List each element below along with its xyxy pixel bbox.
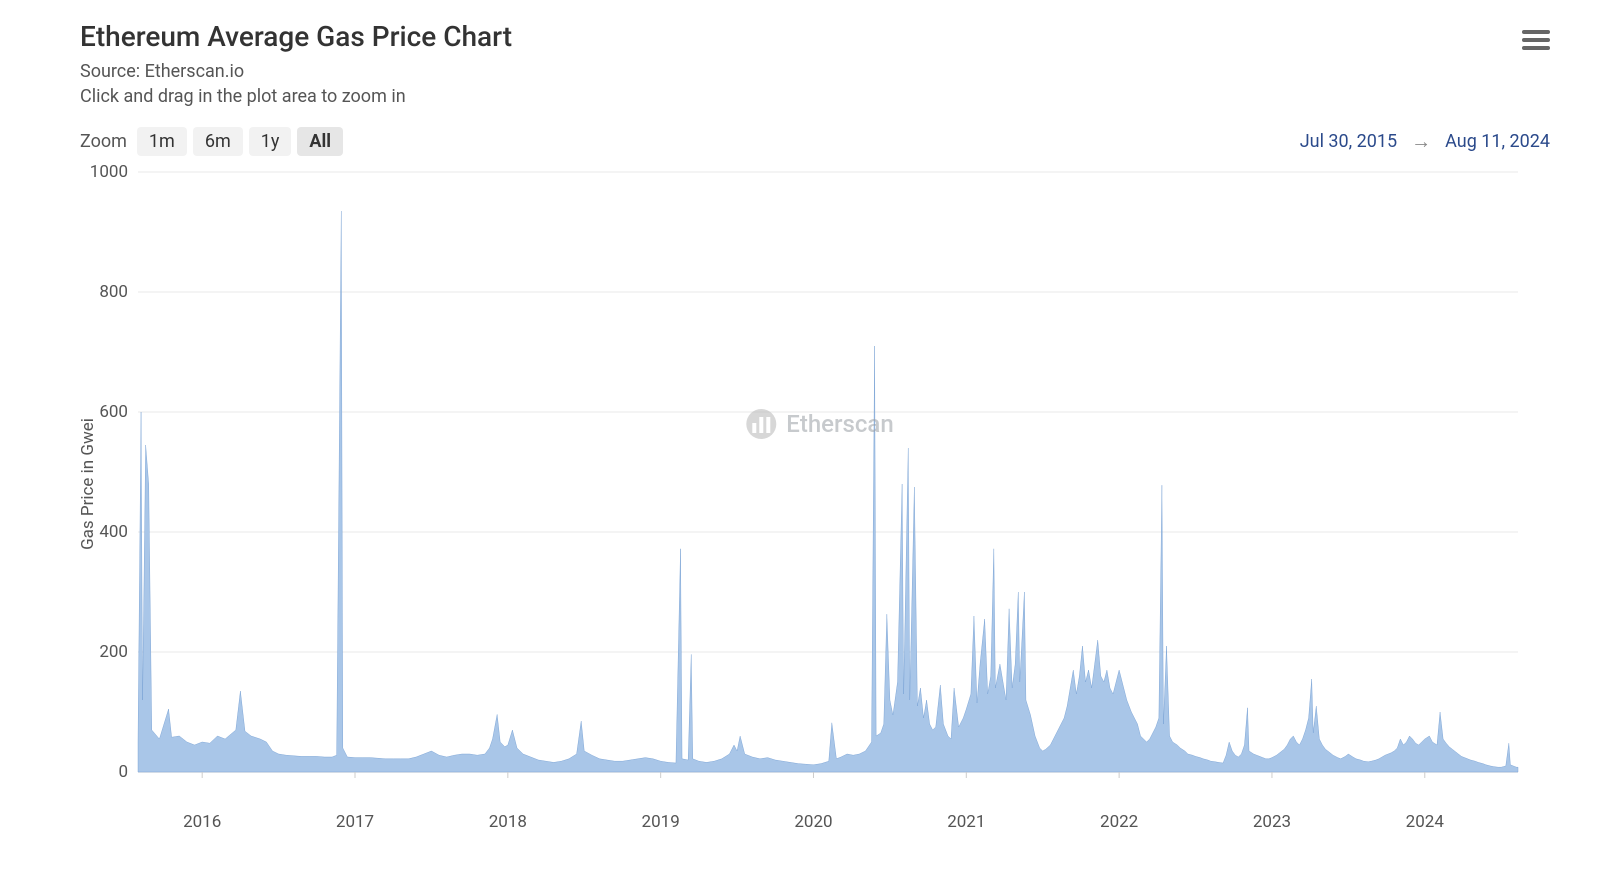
x-tick-label: 2019 xyxy=(642,812,680,832)
y-tick-label: 1000 xyxy=(68,162,128,182)
x-tick-label: 2018 xyxy=(489,812,527,832)
arrow-right-icon: → xyxy=(1411,129,1431,154)
date-range: Jul 30, 2015 → Aug 11, 2024 xyxy=(1300,129,1550,154)
y-tick-label: 600 xyxy=(68,402,128,422)
plot-area[interactable]: Gas Price in Gwei Etherscan 020040060080… xyxy=(80,164,1560,804)
y-tick-label: 200 xyxy=(68,642,128,662)
x-tick-label: 2016 xyxy=(183,812,221,832)
x-tick-label: 2021 xyxy=(947,812,985,832)
zoom-btn-1y[interactable]: 1y xyxy=(249,127,292,156)
chart-hint: Click and drag in the plot area to zoom … xyxy=(80,84,1522,109)
y-tick-label: 0 xyxy=(68,762,128,782)
y-tick-label: 400 xyxy=(68,522,128,542)
x-tick-label: 2020 xyxy=(794,812,832,832)
chart-menu-icon[interactable] xyxy=(1522,28,1550,52)
y-tick-label: 800 xyxy=(68,282,128,302)
zoom-label: Zoom xyxy=(80,131,127,152)
x-tick-label: 2023 xyxy=(1253,812,1291,832)
chart-title: Ethereum Average Gas Price Chart xyxy=(80,20,1522,53)
zoom-btn-6m[interactable]: 6m xyxy=(193,127,243,156)
zoom-btn-all[interactable]: All xyxy=(297,127,343,156)
date-range-from[interactable]: Jul 30, 2015 xyxy=(1300,131,1397,152)
chart-svg xyxy=(80,164,1528,782)
zoom-btn-1m[interactable]: 1m xyxy=(137,127,187,156)
x-tick-label: 2022 xyxy=(1100,812,1138,832)
chart-source: Source: Etherscan.io xyxy=(80,59,1522,84)
x-tick-label: 2017 xyxy=(336,812,374,832)
series-area xyxy=(138,211,1518,772)
zoom-controls: Zoom 1m 6m 1y All xyxy=(80,127,343,156)
date-range-to[interactable]: Aug 11, 2024 xyxy=(1445,131,1550,152)
x-tick-label: 2024 xyxy=(1406,812,1444,832)
